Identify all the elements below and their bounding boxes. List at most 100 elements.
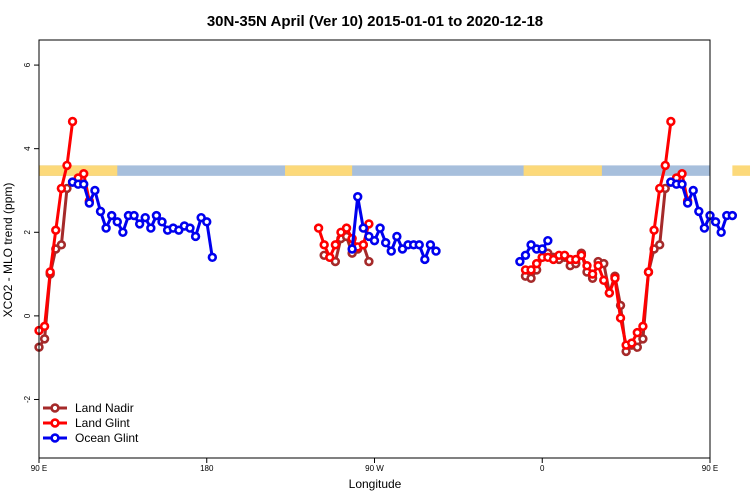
- data-point: [101, 223, 111, 233]
- land-band-segment-0: [39, 165, 118, 176]
- data-point: [39, 321, 50, 332]
- data-point: [56, 240, 67, 250]
- data-point: [140, 212, 150, 223]
- series-line: [525, 121, 673, 347]
- x-tick-label: 0: [540, 464, 545, 473]
- y-tick-label: 0: [23, 313, 32, 318]
- data-point: [134, 219, 145, 229]
- data-point: [79, 179, 89, 189]
- data-point: [45, 267, 55, 277]
- data-point: [330, 240, 341, 250]
- y-tick-label: -2: [23, 395, 32, 403]
- y-axis: -2 0 2 4 6: [23, 62, 39, 403]
- legend-marker: [50, 418, 60, 428]
- data-point: [106, 210, 117, 221]
- land-band-segment-3: [732, 165, 750, 176]
- data-point: [431, 246, 441, 256]
- legend-label: Land Nadir: [75, 401, 134, 415]
- data-point: [649, 225, 659, 235]
- data-point: [593, 261, 603, 271]
- data-point: [67, 116, 78, 127]
- data-point: [543, 235, 553, 246]
- series-layer: [34, 116, 738, 357]
- data-point: [576, 250, 587, 260]
- x-tick-label: 90 E: [31, 464, 47, 473]
- data-point: [358, 240, 369, 250]
- x-axis: 90 E 180 90 W 0 90 E: [31, 458, 718, 473]
- data-point: [112, 217, 122, 227]
- data-point: [79, 169, 89, 179]
- data-point: [364, 256, 374, 267]
- data-point: [615, 313, 626, 323]
- data-point: [353, 192, 363, 202]
- data-point: [727, 210, 738, 221]
- y-tick-label: 6: [23, 62, 32, 67]
- data-point: [90, 185, 100, 196]
- data-point: [710, 217, 721, 227]
- series-land-glint: [34, 116, 693, 350]
- data-point: [151, 210, 162, 221]
- data-point: [716, 227, 726, 237]
- ocean-band: [39, 165, 710, 176]
- data-point: [39, 334, 50, 344]
- data-point: [654, 183, 665, 194]
- legend-item: Ocean Glint: [43, 431, 139, 445]
- data-point: [587, 269, 598, 279]
- data-point: [51, 225, 61, 235]
- data-point: [62, 160, 72, 171]
- data-point: [688, 185, 698, 196]
- data-point: [694, 206, 704, 217]
- legend-label: Land Glint: [75, 416, 130, 430]
- data-point: [699, 223, 710, 233]
- data-point: [202, 217, 212, 227]
- data-point: [414, 240, 424, 250]
- data-point: [682, 198, 693, 208]
- data-point: [638, 334, 648, 344]
- data-point: [531, 258, 542, 269]
- data-point: [358, 223, 369, 233]
- data-point: [537, 244, 547, 254]
- data-point: [627, 338, 637, 348]
- data-point: [599, 275, 609, 286]
- series-land-nadir: [34, 177, 676, 357]
- data-point: [190, 231, 201, 242]
- data-point: [420, 254, 430, 265]
- land-ocean-band: [39, 165, 750, 176]
- legend-item: Land Nadir: [43, 401, 134, 415]
- data-point: [526, 265, 536, 275]
- data-point: [386, 246, 396, 256]
- x-tick-label: 90 E: [702, 464, 718, 473]
- data-point: [643, 267, 654, 277]
- data-point: [520, 250, 531, 260]
- legend-label: Ocean Glint: [75, 431, 139, 445]
- legend-item: Land Glint: [43, 416, 130, 430]
- land-band-segment-1: [285, 165, 353, 176]
- legend-marker: [50, 433, 60, 443]
- y-axis-label: XCO2 - MLO trend (ppm): [1, 183, 15, 318]
- data-point: [375, 223, 385, 233]
- x-axis-label: Longitude: [349, 477, 402, 491]
- y-tick-label: 4: [23, 146, 32, 151]
- data-point: [604, 288, 615, 298]
- data-point: [660, 160, 670, 171]
- data-point: [610, 273, 620, 283]
- data-point: [319, 240, 329, 250]
- data-point: [146, 223, 156, 233]
- data-point: [129, 210, 139, 221]
- data-point: [207, 252, 218, 263]
- data-point: [347, 244, 357, 254]
- data-point: [392, 231, 402, 242]
- plot-frame: [38, 39, 711, 459]
- data-point: [638, 321, 648, 332]
- data-point: [313, 223, 324, 233]
- data-point: [56, 183, 67, 194]
- data-point: [84, 198, 95, 208]
- data-point: [526, 273, 536, 283]
- x-tick-label: 180: [200, 464, 214, 473]
- data-point: [632, 327, 643, 338]
- data-point: [666, 116, 676, 127]
- data-point: [425, 240, 436, 250]
- data-point: [369, 235, 380, 246]
